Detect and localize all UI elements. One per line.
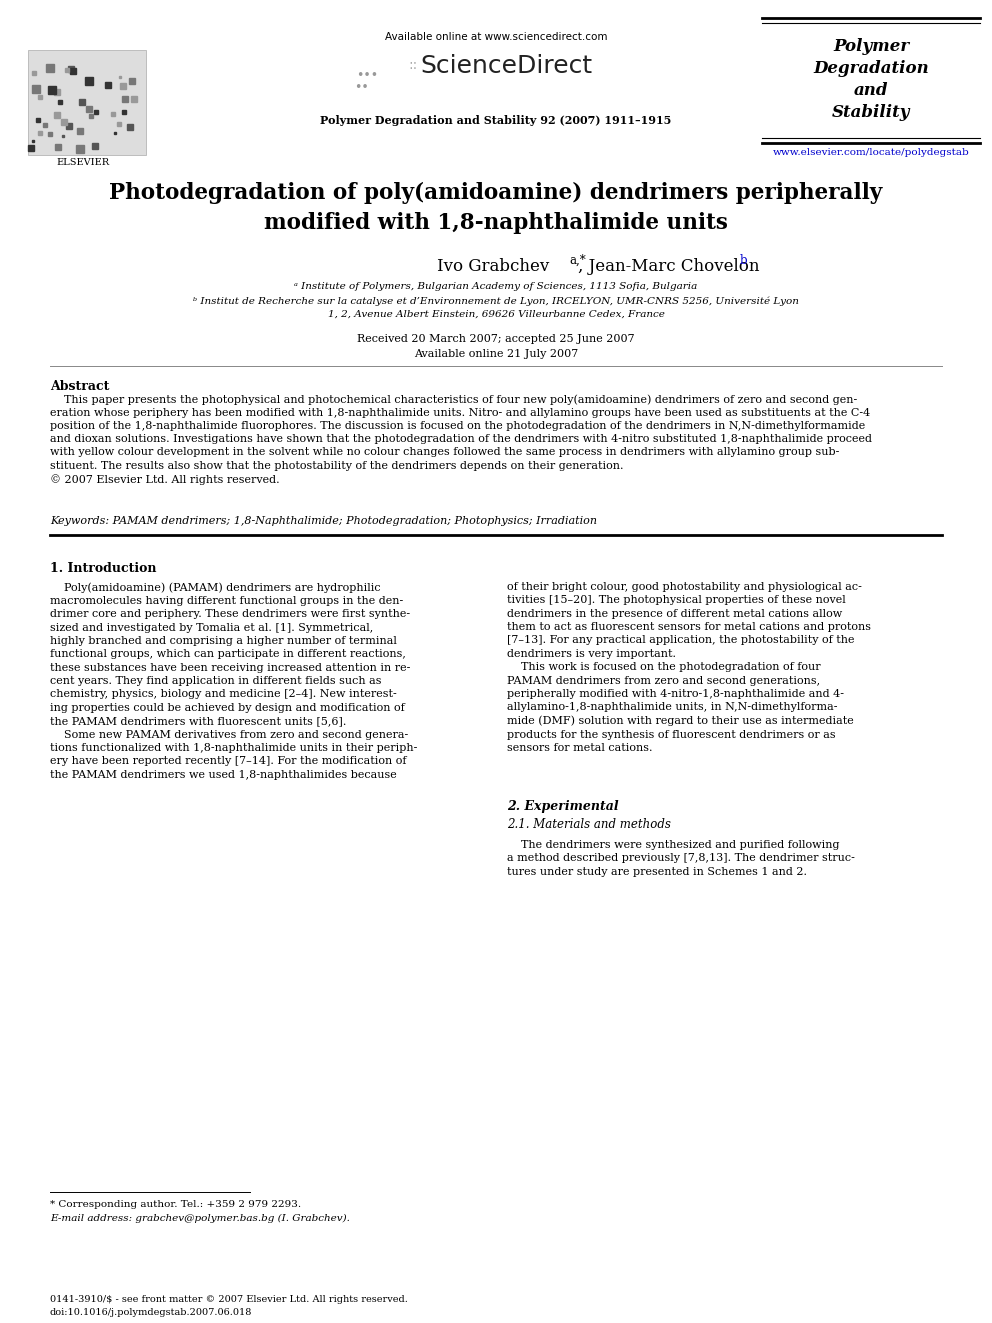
Text: doi:10.1016/j.polymdegstab.2007.06.018: doi:10.1016/j.polymdegstab.2007.06.018	[50, 1308, 252, 1316]
Text: Polymer: Polymer	[833, 38, 909, 56]
Text: ::: ::	[408, 58, 418, 71]
Text: ••: ••	[353, 81, 368, 94]
Text: Available online at www.sciencedirect.com: Available online at www.sciencedirect.co…	[385, 32, 607, 42]
Text: Ivo Grabchev: Ivo Grabchev	[437, 258, 555, 275]
Text: b: b	[740, 254, 748, 267]
Text: modified with 1,8-naphthalimide units: modified with 1,8-naphthalimide units	[264, 212, 728, 234]
Text: 1. Introduction: 1. Introduction	[50, 562, 157, 576]
Text: Keywords: PAMAM dendrimers; 1,8-Naphthalimide; Photodegradation; Photophysics; I: Keywords: PAMAM dendrimers; 1,8-Naphthal…	[50, 516, 597, 527]
Text: E-mail address: grabchev@polymer.bas.bg (I. Grabchev).: E-mail address: grabchev@polymer.bas.bg …	[50, 1215, 350, 1224]
Text: 2.1. Materials and methods: 2.1. Materials and methods	[507, 818, 671, 831]
Text: Polymer Degradation and Stability 92 (2007) 1911–1915: Polymer Degradation and Stability 92 (20…	[320, 115, 672, 126]
Text: ScienceDirect: ScienceDirect	[420, 54, 592, 78]
Text: Stability: Stability	[832, 105, 911, 120]
Text: ᵇ Institut de Recherche sur la catalyse et d’Environnement de Lyon, IRCELYON, UM: ᵇ Institut de Recherche sur la catalyse …	[193, 296, 799, 306]
Text: ᵃ Institute of Polymers, Bulgarian Academy of Sciences, 1113 Sofia, Bulgaria: ᵃ Institute of Polymers, Bulgarian Acade…	[295, 282, 697, 291]
Text: Photodegradation of poly(amidoamine) dendrimers peripherally: Photodegradation of poly(amidoamine) den…	[109, 183, 883, 204]
Text: Available online 21 July 2007: Available online 21 July 2007	[414, 349, 578, 359]
Text: The dendrimers were synthesized and purified following
a method described previo: The dendrimers were synthesized and puri…	[507, 840, 855, 877]
Text: Poly(amidoamine) (PAMAM) dendrimers are hydrophilic
macromolecules having differ: Poly(amidoamine) (PAMAM) dendrimers are …	[50, 582, 418, 779]
Text: a,*: a,*	[569, 254, 585, 267]
Text: and: and	[854, 82, 888, 99]
Text: •••: •••	[356, 69, 378, 82]
Text: 2. Experimental: 2. Experimental	[507, 800, 619, 814]
Text: of their bright colour, good photostability and physiological ac-
tivities [15–2: of their bright colour, good photostabil…	[507, 582, 871, 753]
Text: Received 20 March 2007; accepted 25 June 2007: Received 20 March 2007; accepted 25 June…	[357, 333, 635, 344]
Text: Degradation: Degradation	[813, 60, 929, 77]
Text: 1, 2, Avenue Albert Einstein, 69626 Villeurbanne Cedex, France: 1, 2, Avenue Albert Einstein, 69626 Vill…	[327, 310, 665, 319]
Text: www.elsevier.com/locate/polydegstab: www.elsevier.com/locate/polydegstab	[773, 148, 969, 157]
Text: * Corresponding author. Tel.: +359 2 979 2293.: * Corresponding author. Tel.: +359 2 979…	[50, 1200, 302, 1209]
Text: This paper presents the photophysical and photochemical characteristics of four : This paper presents the photophysical an…	[50, 394, 872, 484]
Text: , Jean-Marc Chovelon: , Jean-Marc Chovelon	[578, 258, 765, 275]
Text: Abstract: Abstract	[50, 380, 109, 393]
FancyBboxPatch shape	[28, 50, 146, 155]
Text: 0141-3910/$ - see front matter © 2007 Elsevier Ltd. All rights reserved.: 0141-3910/$ - see front matter © 2007 El…	[50, 1295, 408, 1304]
Text: ELSEVIER: ELSEVIER	[57, 157, 109, 167]
